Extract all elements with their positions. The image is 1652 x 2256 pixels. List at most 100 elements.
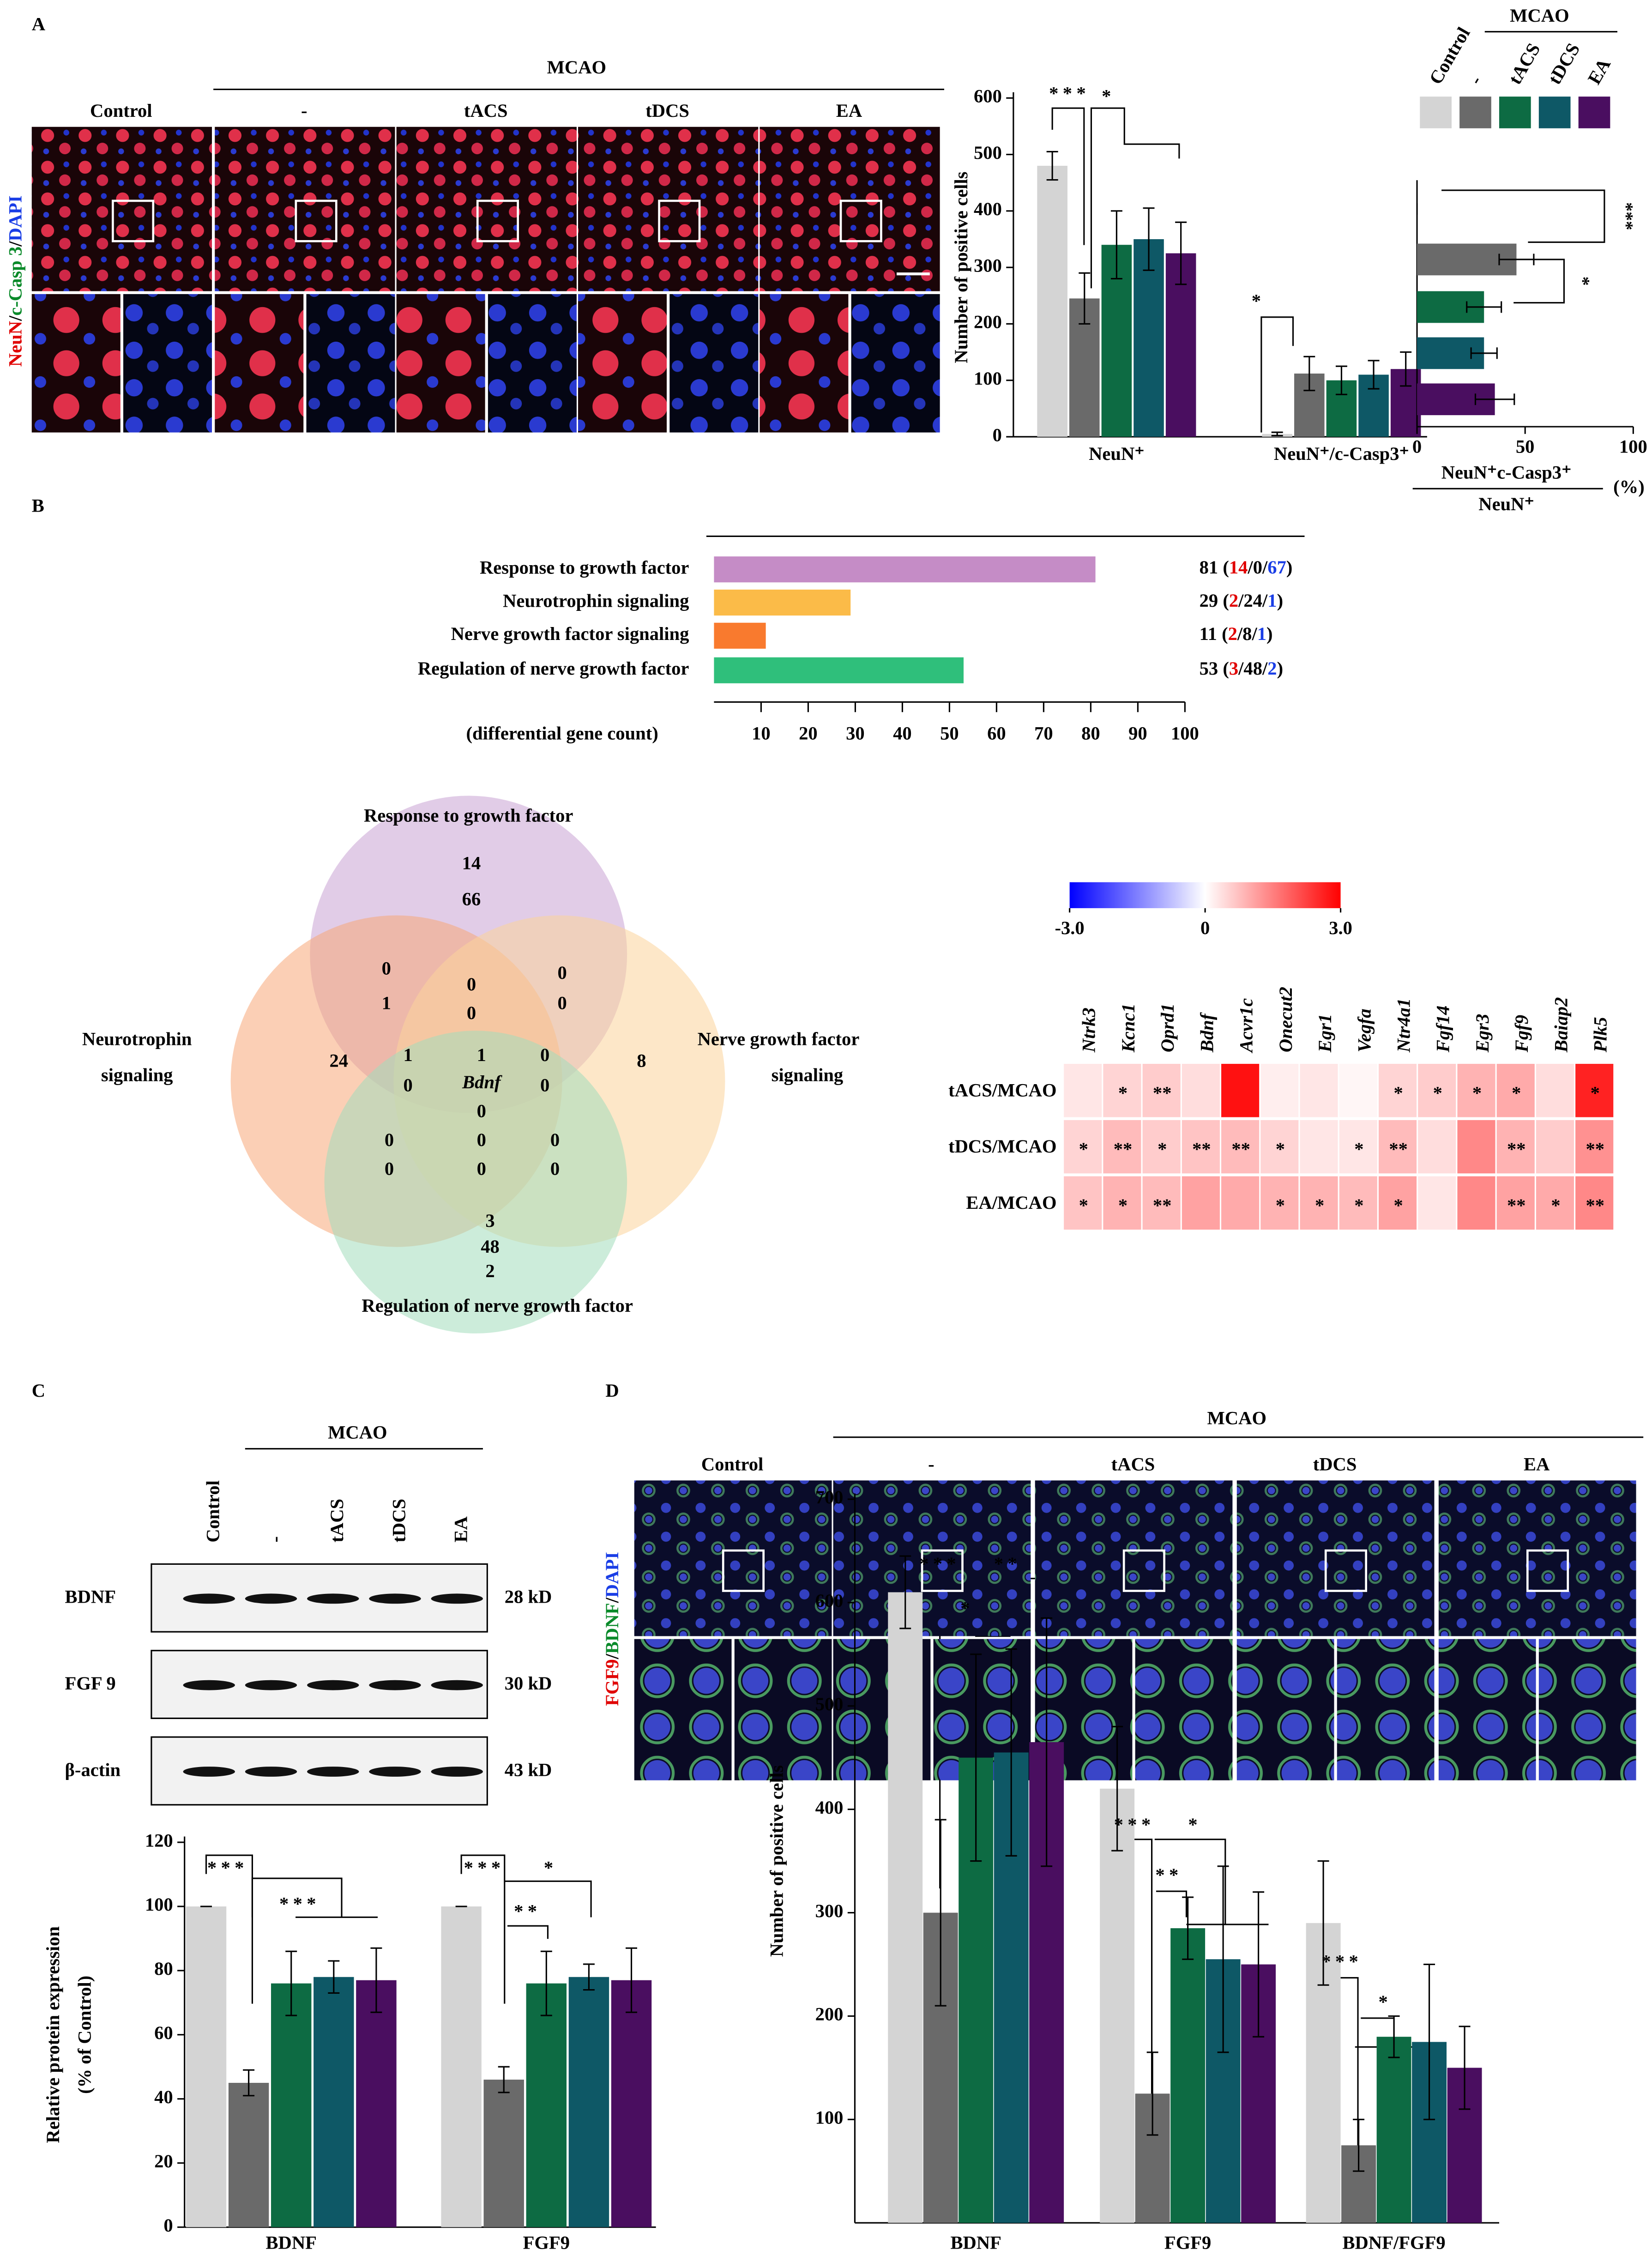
heat-cell — [1378, 1120, 1417, 1174]
heat-cell — [1457, 1176, 1495, 1230]
cell-star: ** — [1153, 1082, 1172, 1103]
bar — [568, 1977, 609, 2227]
micrograph-zoom — [488, 294, 577, 433]
x-tick-label: 90 — [1128, 723, 1147, 744]
heat-cell — [1536, 1176, 1574, 1230]
micrograph — [760, 127, 940, 291]
micrograph-zoom — [1236, 1639, 1334, 1780]
x-tick-label: 20 — [799, 723, 818, 744]
venn-count: 0 — [550, 1158, 560, 1179]
lane-label: - — [265, 1536, 285, 1543]
error-bar — [1303, 356, 1315, 392]
micrograph-zoom — [734, 1639, 832, 1780]
venn-count: 0 — [477, 1129, 486, 1150]
heat-cell — [1536, 1064, 1574, 1117]
bracket — [1441, 189, 1605, 243]
inset-box — [112, 199, 155, 242]
venn-set — [324, 1031, 627, 1333]
column-label: - — [928, 1454, 935, 1474]
cell-star: * — [1591, 1082, 1600, 1103]
heat-cell — [1064, 1064, 1102, 1117]
category-label: Nerve growth factor signaling — [451, 623, 689, 644]
micrograph-zoom — [1538, 1639, 1636, 1780]
x-tick-label: NeuN⁺/c-Casp3⁺ — [1274, 443, 1409, 464]
micrograph — [1438, 1480, 1636, 1636]
error-bar — [1146, 2051, 1158, 2136]
y-axis-label: Number of positive cells — [766, 1765, 787, 1957]
inset-box — [839, 199, 882, 242]
heat-cell — [1103, 1120, 1141, 1174]
y-tick-label: 300 — [974, 255, 1002, 276]
micrograph-zoom — [1337, 1639, 1435, 1780]
error-bar — [1111, 1725, 1123, 1852]
venn-count: 0 — [382, 958, 391, 978]
band — [307, 1767, 359, 1777]
venn-label: Response to growth factor — [364, 805, 573, 826]
y-tick-label: 40 — [154, 2087, 173, 2107]
panel-label: B — [32, 495, 44, 516]
bar — [714, 622, 766, 649]
y-tick-label: 100 — [815, 2107, 844, 2128]
micrograph-zoom — [634, 1639, 732, 1780]
band — [369, 1593, 421, 1604]
panel-label: C — [32, 1380, 45, 1401]
cell-star: ** — [1153, 1195, 1172, 1216]
venn-count: 0 — [385, 1158, 394, 1179]
venn-label: Neurotrophin — [82, 1028, 192, 1049]
heat-cell — [1575, 1064, 1614, 1117]
venn-count: 0 — [558, 962, 567, 983]
y-tick-label: 0 — [163, 2215, 173, 2236]
bracket — [460, 1854, 506, 2004]
cell-star: * — [1158, 1139, 1167, 1159]
legend-swatch — [1538, 97, 1571, 128]
heat-cell — [1142, 1064, 1181, 1117]
column-label: tDCS — [1313, 1454, 1357, 1474]
x-axis-label: (%) — [1613, 477, 1645, 497]
x-tick-label: 50 — [1516, 436, 1535, 457]
legend-swatch — [1420, 97, 1452, 128]
x-tick-label: BDNF/FGF9 — [1342, 2232, 1445, 2253]
venn-label: Nerve growth factor — [698, 1028, 860, 1049]
heat-cell — [1575, 1176, 1614, 1230]
venn-count: 0 — [477, 1158, 486, 1179]
venn-count: 0 — [540, 1044, 549, 1065]
legend-label: - — [1465, 72, 1486, 88]
stain-part: / — [602, 1653, 622, 1659]
gene-label: Onecut2 — [1275, 987, 1296, 1052]
y-tick-label: 400 — [974, 199, 1002, 219]
heat-cell — [1496, 1120, 1535, 1174]
cell-star: * — [1551, 1195, 1560, 1216]
error-bar — [1470, 347, 1498, 359]
error-bar — [540, 1950, 552, 2016]
x-tick-label: BDNF — [950, 2232, 1001, 2253]
error-bar — [1271, 431, 1283, 437]
cell-star: * — [1315, 1195, 1324, 1216]
error-bar — [1253, 1891, 1265, 2038]
x-tick-label: 80 — [1081, 723, 1100, 744]
error-bar — [1110, 210, 1122, 280]
bar — [714, 556, 1096, 583]
category-label: Regulation of nerve growth factor — [418, 658, 689, 679]
error-bar — [1400, 351, 1412, 387]
heat-cell — [1182, 1176, 1220, 1230]
cell-star: * — [1512, 1082, 1521, 1103]
bar — [1037, 166, 1067, 437]
column-label: EA — [1524, 1454, 1550, 1474]
gene-label: Vegfa — [1354, 1008, 1375, 1052]
significance: * — [544, 1858, 558, 1878]
y-tick-label: 700 — [815, 1487, 844, 1508]
bracket — [1090, 107, 1180, 289]
micrograph-zoom — [396, 294, 485, 433]
blot-size: 28 kD — [505, 1586, 552, 1607]
heat-cell — [1496, 1176, 1535, 1230]
colorbar-label: -3.0 — [1055, 917, 1085, 938]
significance: *** — [1049, 83, 1090, 103]
y-tick-label: 100 — [974, 368, 1002, 389]
error-bar — [243, 2069, 255, 2097]
inset-box — [722, 1549, 765, 1592]
bar — [526, 1983, 567, 2227]
venn-label: Regulation of nerve growth factor — [362, 1295, 633, 1316]
legend-label: tACS — [1504, 40, 1544, 88]
error-bar — [1175, 221, 1187, 285]
group-label: MCAO — [328, 1422, 387, 1443]
